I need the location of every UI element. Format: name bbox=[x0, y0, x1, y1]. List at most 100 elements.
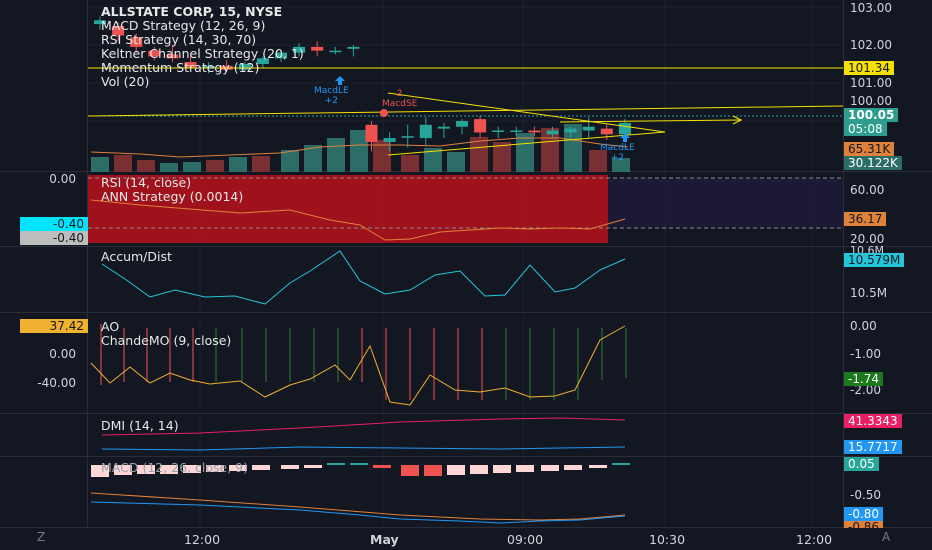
time-label: 12:00 bbox=[796, 532, 833, 547]
ao-legend: AO ChandeMO (9, close) bbox=[101, 320, 231, 348]
ao-histogram bbox=[100, 324, 627, 400]
candle bbox=[148, 50, 161, 57]
macd-bar bbox=[137, 465, 155, 474]
volume-bar bbox=[424, 148, 442, 172]
macd-bar bbox=[183, 465, 201, 473]
study-rsi-strategy[interactable]: RSI Strategy (14, 30, 70) bbox=[101, 32, 257, 47]
symbol-title[interactable]: ALLSTATE CORP, 15, NYSE bbox=[101, 4, 283, 19]
ao-value-badge: -1.74 bbox=[844, 372, 884, 386]
candle bbox=[419, 124, 432, 139]
accum-dist-legend[interactable]: Accum/Dist bbox=[101, 249, 172, 264]
price-tick: 100.00 bbox=[850, 94, 892, 108]
macd-bar bbox=[612, 463, 630, 465]
arrow-line bbox=[559, 119, 741, 123]
triangle-pattern bbox=[387, 92, 666, 156]
study-keltner-strategy[interactable]: Keltner Channel Strategy (20, 1) bbox=[101, 46, 304, 61]
macd-le-label: MacdLE +2 bbox=[600, 143, 635, 163]
volume-badge: 30.122K bbox=[844, 156, 902, 170]
ao-tick: -1.00 bbox=[850, 347, 882, 361]
ann-value-badge: -0.40 bbox=[20, 231, 88, 245]
study-ao[interactable]: AO bbox=[101, 319, 120, 334]
macd-le-arrow-icon bbox=[335, 76, 345, 85]
volume-bar bbox=[281, 150, 299, 172]
study-volume[interactable]: Vol (20) bbox=[101, 74, 150, 89]
chandemo-line bbox=[90, 325, 626, 406]
macd-bar bbox=[470, 465, 488, 474]
candles bbox=[94, 16, 631, 152]
volume-bar bbox=[373, 140, 391, 172]
study-momentum-strategy[interactable]: Momentum Strategy (12) bbox=[101, 60, 260, 75]
accum-value-badge: 10.579M bbox=[844, 253, 905, 267]
dmi-minus-line bbox=[101, 446, 626, 451]
volume-bar bbox=[516, 133, 534, 172]
volume-bar bbox=[114, 155, 132, 172]
macd-histogram bbox=[91, 463, 630, 477]
macd-bar bbox=[206, 465, 224, 472]
volume-bar bbox=[493, 142, 511, 172]
macd-legend[interactable]: MACD (12, 26, close, 9) bbox=[101, 460, 248, 475]
macd-bar bbox=[160, 465, 178, 474]
time-label: May bbox=[370, 532, 399, 547]
study-chandemo[interactable]: ChandeMO (9, close) bbox=[101, 333, 232, 348]
pane-divider[interactable] bbox=[0, 456, 932, 457]
rsi-legend: RSI (14, close) ANN Strategy (0.0014) bbox=[101, 176, 243, 204]
macd-se-label: 2 MacdSE bbox=[382, 89, 418, 109]
volume-bar bbox=[327, 138, 345, 172]
zoom-icon[interactable]: Z bbox=[37, 530, 46, 544]
macd-bar bbox=[327, 463, 345, 465]
volume-bar bbox=[160, 163, 178, 172]
macd-hist-badge: 0.05 bbox=[844, 457, 879, 471]
candle bbox=[456, 121, 468, 127]
volume-bar bbox=[91, 157, 109, 172]
left-axis-border bbox=[87, 0, 88, 528]
macd-line-badge: -0.80 bbox=[844, 507, 884, 521]
right-axis-border bbox=[843, 0, 844, 528]
price-tick: 101.00 bbox=[850, 76, 892, 90]
candle bbox=[347, 46, 360, 49]
candle bbox=[311, 46, 324, 51]
macd-signal-badge: -0.86 bbox=[844, 521, 884, 528]
macd-bar bbox=[304, 465, 322, 468]
dmi-minus-badge: 15.7717 bbox=[844, 440, 902, 454]
candle bbox=[528, 130, 541, 133]
macd-bar bbox=[91, 465, 109, 477]
candle bbox=[510, 130, 523, 132]
rsi-background bbox=[88, 175, 608, 243]
macd-bar bbox=[350, 463, 368, 465]
candle bbox=[202, 65, 215, 68]
candle bbox=[401, 136, 414, 138]
time-label: 10:30 bbox=[649, 532, 686, 547]
study-rsi[interactable]: RSI (14, close) bbox=[101, 175, 192, 190]
accum-dist-line bbox=[101, 250, 626, 305]
pane-divider[interactable] bbox=[0, 312, 932, 313]
study-macd-strategy[interactable]: MACD Strategy (12, 26, 9) bbox=[101, 18, 266, 33]
macd-se-marker-icon bbox=[380, 109, 388, 117]
candle bbox=[582, 126, 595, 131]
candle bbox=[437, 126, 450, 129]
auto-scale-icon[interactable]: A bbox=[882, 530, 891, 544]
volume-bar bbox=[470, 137, 488, 172]
main-legend: ALLSTATE CORP, 15, NYSE MACD Strategy (1… bbox=[101, 5, 304, 89]
candle bbox=[94, 20, 106, 25]
volume-bar bbox=[447, 152, 465, 172]
time-label: 12:00 bbox=[184, 532, 221, 547]
pane-divider[interactable] bbox=[0, 171, 932, 172]
volume-bar bbox=[401, 155, 419, 172]
macd-bar bbox=[252, 465, 270, 470]
pane-divider[interactable] bbox=[0, 413, 932, 414]
candle bbox=[546, 130, 559, 135]
price-tick: 102.00 bbox=[850, 38, 892, 52]
macd-signal-line bbox=[90, 492, 626, 521]
dmi-legend[interactable]: DMI (14, 14) bbox=[101, 418, 179, 433]
candle bbox=[184, 62, 197, 68]
volume-bars bbox=[91, 124, 630, 172]
candle bbox=[564, 128, 577, 133]
rsi-tick: 60.00 bbox=[850, 183, 885, 197]
macd-tick: -0.50 bbox=[850, 488, 882, 502]
volume-bar bbox=[612, 158, 630, 172]
volume-bar bbox=[304, 145, 322, 172]
pane-divider[interactable] bbox=[0, 246, 932, 247]
study-ann-strategy[interactable]: ANN Strategy (0.0014) bbox=[101, 189, 244, 204]
macd-le-arrow-icon bbox=[620, 133, 630, 142]
